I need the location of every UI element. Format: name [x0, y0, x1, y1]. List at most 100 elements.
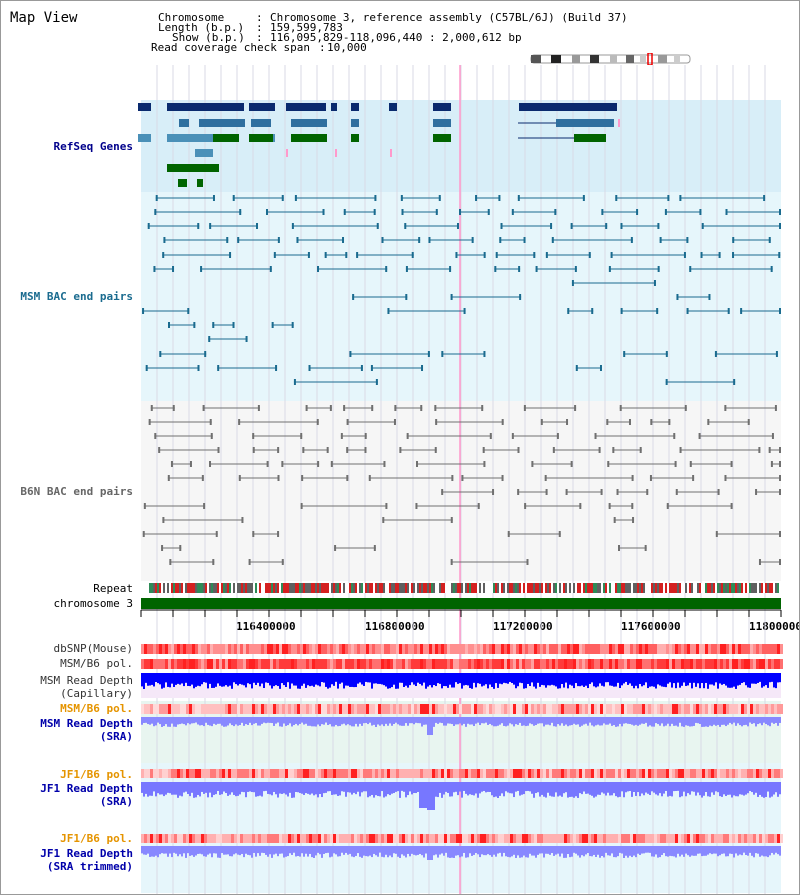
colon: :: [319, 41, 326, 54]
msm-bac-pair: [381, 237, 384, 243]
msm-b6-pol-sra-heat: [699, 704, 702, 714]
msm-b6-pol-heat: [561, 659, 564, 669]
jf1-trim-depth: [733, 846, 735, 858]
jf1-sra-depth: [495, 782, 497, 797]
refseq-gene: [213, 134, 239, 142]
repeat-mark: [537, 583, 539, 593]
msm-capillary-depth: [323, 673, 325, 683]
msm-b6-pol-heat: [762, 659, 765, 669]
jf1-b6-pol2-heat: [678, 834, 681, 843]
repeat-mark: [307, 583, 309, 593]
msm-capillary-depth: [489, 673, 491, 685]
jf1-b6-pol2-heat: [666, 834, 669, 843]
repeat-mark: [503, 583, 505, 593]
jf1-trim-depth: [561, 846, 563, 854]
msm-sra-depth: [693, 717, 695, 726]
jf1-sra-depth: [285, 782, 287, 795]
jf1-trim-depth: [273, 846, 275, 855]
msm-sra-depth: [651, 717, 653, 727]
msm-capillary-depth: [607, 673, 609, 683]
jf1-sra-depth: [167, 782, 169, 793]
jf1-sra-depth: [587, 782, 589, 794]
dbsnp-heat: [558, 644, 561, 654]
dbsnp-heat: [168, 644, 171, 654]
msm-bac-pair: [708, 294, 711, 300]
jf1-sra-depth: [153, 782, 155, 792]
jf1-sra-depth: [449, 782, 451, 797]
repeat-mark: [479, 583, 481, 593]
jf1-b6-pol2-heat: [333, 834, 336, 843]
jf1-b6-pol2-heat: [234, 834, 237, 843]
msm-capillary-depth: [343, 673, 345, 689]
msm-capillary-depth: [537, 673, 539, 683]
repeat-mark: [409, 583, 411, 593]
msm-sra-depth: [153, 717, 155, 727]
msm-capillary-depth: [755, 673, 757, 684]
jf1-trim-depth: [431, 846, 433, 860]
msm-b6-pol-heat: [765, 659, 768, 669]
jf1-sra-depth: [687, 782, 689, 794]
jf1-b6-pol2-heat: [642, 834, 645, 843]
jf1-b6-pol-heat: [438, 769, 441, 778]
msm-b6-pol-sra-heat: [399, 704, 402, 714]
msm-b6-pol-sra-heat: [153, 704, 156, 714]
msm-bac-pair: [701, 223, 704, 229]
repeat-mark: [329, 583, 331, 593]
msm-sra-depth: [371, 717, 373, 726]
msm-b6-pol-heat: [429, 659, 432, 669]
dbsnp-heat: [729, 644, 732, 654]
dbsnp-heat: [297, 644, 300, 654]
b6n-bac-pair: [544, 475, 547, 481]
b6n-bac-pair: [451, 475, 454, 481]
jf1-trim-depth: [517, 846, 519, 856]
jf1-sra-depth: [343, 782, 345, 792]
jf1-sra-depth: [353, 782, 355, 793]
msm-bac-pair: [656, 308, 659, 314]
jf1-trim-depth: [645, 846, 647, 853]
msm-bac-pair: [700, 252, 703, 258]
msm-bac-pair: [450, 294, 453, 300]
msm-sra-depth: [505, 717, 507, 727]
msm-capillary-depth: [353, 673, 355, 688]
jf1-sra-depth: [547, 782, 549, 793]
jf1-b6-pol-heat: [579, 769, 582, 778]
jf1-trim-depth: [521, 846, 523, 858]
jf1-b6-pol2-heat: [525, 834, 528, 843]
msm-capillary-depth: [377, 673, 379, 684]
msm-capillary-depth: [295, 673, 297, 686]
jf1-trim-depth: [615, 846, 617, 858]
jf1-sra-depth: [259, 782, 261, 796]
msm-b6-pol-heat: [195, 659, 198, 669]
chromosome-ideogram[interactable]: [530, 53, 692, 65]
jf1-trim-depth: [245, 846, 247, 854]
repeat-mark: [487, 583, 489, 593]
jf1-trim-depth: [587, 846, 589, 854]
dbsnp-heat: [612, 644, 615, 654]
msm-bac-pair: [610, 252, 613, 258]
msm-capillary-depth: [205, 673, 207, 683]
msm-b6-pol-sra-heat: [327, 704, 330, 714]
msm-sra-depth: [333, 717, 335, 727]
msm-capillary-depth: [333, 673, 335, 686]
b6n-bac-pair: [326, 447, 329, 453]
dbsnp-heat: [780, 644, 783, 654]
b6n-bac-pair: [364, 433, 367, 439]
msm-bac-pair: [449, 266, 452, 272]
jf1-trim-depth: [299, 846, 301, 857]
msm-b6-pol-sra-heat: [681, 704, 684, 714]
repeat-mark: [587, 583, 589, 593]
msm-b6-pol-heat: [249, 659, 252, 669]
b6n-bac-pair: [162, 517, 165, 523]
msm-bac-pair: [768, 237, 771, 243]
msm-sra-depth: [677, 717, 679, 727]
msm-b6-pol-sra-heat: [759, 704, 762, 714]
msm-b6-pol-heat: [621, 659, 624, 669]
b6n-bac-pair: [301, 475, 304, 481]
b6n-bac-pair: [607, 461, 610, 467]
msm-b6-pol-heat: [768, 659, 771, 669]
msm-b6-pol-heat: [306, 659, 309, 669]
msm-b6-pol-sra-heat: [264, 704, 267, 714]
msm-capillary-depth: [223, 673, 225, 687]
msm-capillary-depth: [727, 673, 729, 688]
